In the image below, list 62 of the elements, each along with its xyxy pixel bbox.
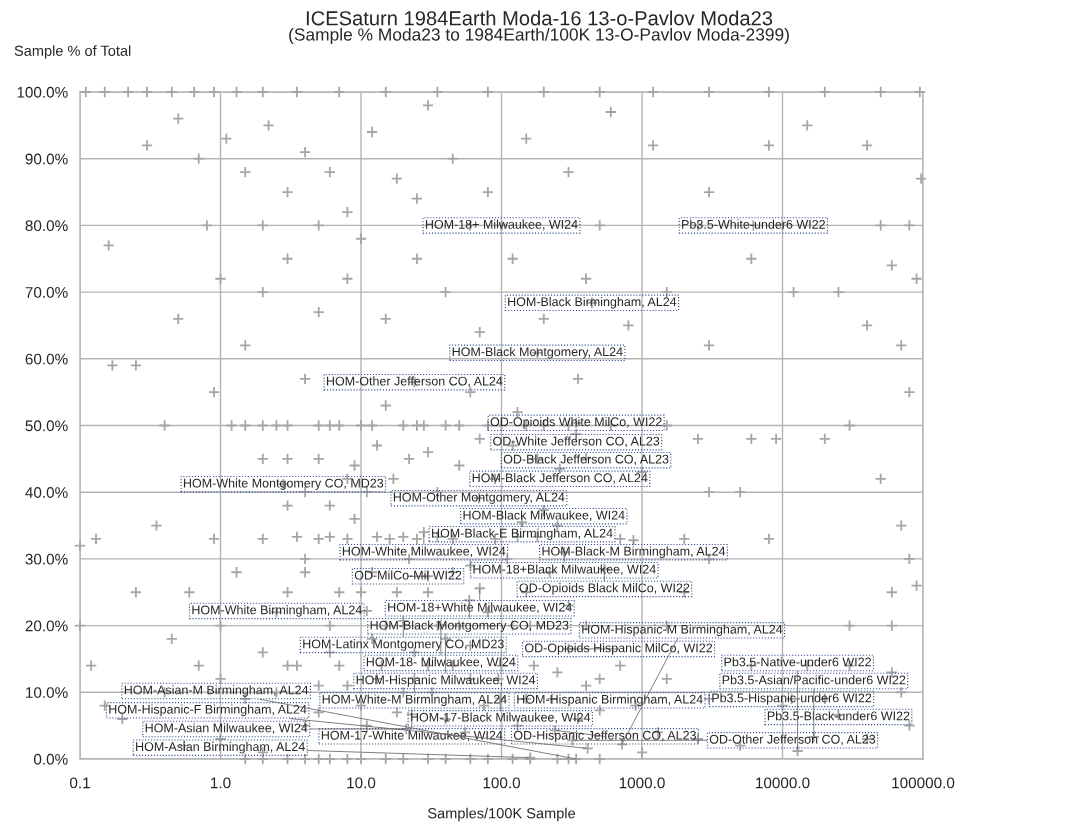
- annotation: HOM-Hispanic Milwaukee, WI24: [356, 675, 536, 687]
- annotation: HOM-Black Montgomery, AL24: [452, 346, 623, 359]
- y-tick-label: 60.0%: [25, 353, 68, 365]
- annotation: Pb3.5-White-under6 WI22: [682, 219, 825, 229]
- annotation: HOM-White Birmingham, AL24: [192, 605, 362, 617]
- annotation: Pb3.5-Hispanic-under6 WI22: [712, 693, 872, 705]
- annotation: OD-White Jefferson CO, AL23: [493, 436, 660, 447]
- annotation: HOM-17-Black Milwaukee, WI24: [410, 712, 591, 724]
- y-tick-label: 20.0%: [25, 620, 68, 632]
- annotation: OD-Black Jefferson CO, AL23: [503, 454, 669, 466]
- annotation: OD-Opioids White MilCo, WI22: [490, 417, 662, 429]
- annotation: HOM-Asian Birmingham, AL24: [136, 741, 305, 754]
- annotation: HOM-White Montgomery CO, MD23: [183, 478, 384, 491]
- annotation: OD-Opioids Hispanic MilCo, WI22: [525, 643, 713, 655]
- annotation: OD-Hispanic Jefferson CO, AL23: [513, 730, 696, 743]
- y-tick-label: 0.0%: [33, 753, 68, 765]
- x-tick-label: 1000.0: [619, 777, 665, 789]
- annotation: HOM-Hispanic-M Birmingham, AL24: [582, 624, 783, 637]
- y-tick-label: 80.0%: [25, 220, 68, 232]
- y-axis-title: Sample % of Total: [14, 45, 131, 59]
- annotation: HOM-Black-M Birmingham, AL24: [542, 546, 726, 559]
- annotation: HOM-Asian-M Birmingham, AL24: [124, 685, 309, 697]
- annotation: HOM-18+ Milwaukee, WI24: [425, 219, 578, 231]
- annotation: OD-Opioids Black MilCo, WI22: [519, 583, 690, 595]
- annotation: HOM-Black Jefferson CO, AL24: [472, 473, 648, 484]
- chart-subtitle: (Sample % Moda23 to 1984Earth/100K 13-O-Pavlov Moda-2399): [289, 27, 789, 45]
- annotation: HOM-Hispanic-F Birmingham, AL24: [109, 704, 307, 717]
- x-axis-title: Samples/100K Sample: [427, 807, 576, 822]
- annotation: HOM-18+Black Milwaukee, WI24: [473, 564, 656, 576]
- annotation: HOM-White-M Birmingham, AL24: [322, 694, 507, 707]
- x-tick-label: 10.0: [347, 777, 376, 789]
- annotation: HOM-White Milwaukee, WI24: [342, 546, 506, 558]
- annotation: HOM-Hispanic Birmingham, AL24: [517, 694, 703, 707]
- annotation: HOM-18+White Milwaukee, WI24: [388, 602, 572, 614]
- y-tick-label: 100.0%: [17, 86, 68, 98]
- annotation: HOM-Black Birmingham, AL24: [508, 296, 677, 309]
- chart-title: ICESaturn 1984Earth Moda-16 13-o-Pavlov Moda23: [306, 10, 773, 26]
- y-tick-label: 70.0%: [25, 286, 68, 298]
- annotation: HOM-Asian Milwaukee, WI24: [145, 723, 308, 734]
- annotation: Pb3.5-Black-under6 WI22: [767, 711, 910, 721]
- y-tick-label: 50.0%: [25, 420, 68, 432]
- x-tick-label: 100.0: [483, 777, 521, 789]
- x-tick-label: 0.1: [69, 777, 90, 789]
- annotation: Pb3.5-Native-under6 WI22: [724, 657, 871, 667]
- x-tick-label: 100000.0: [892, 777, 955, 789]
- annotation: HOM-Other Jefferson CO, AL24: [326, 376, 503, 387]
- x-tick-label: 10000.0: [756, 777, 810, 789]
- annotation: Pb3.5-Asian/Pacific-under6 WI22: [722, 675, 906, 685]
- y-tick-label: 40.0%: [25, 487, 68, 498]
- annotation: OD-Other Jefferson CO, AL23: [709, 734, 876, 746]
- y-tick-label: 10.0%: [26, 687, 68, 698]
- annotation: HOM-Other Montgomery, AL24: [393, 492, 565, 505]
- annotation: OD-MilCo-Mil WI22: [354, 570, 462, 580]
- y-tick-label: 90.0%: [25, 153, 68, 165]
- annotation: HOM-Black Montgomery CO, MD23: [370, 620, 569, 633]
- x-tick-label: 1.0: [211, 777, 231, 789]
- annotation: HOM-17-White Milwaukee, WI24: [321, 730, 503, 742]
- annotation: HOM-Black-E Birmingham, AL24: [432, 528, 613, 541]
- annotation: HOM-Latinx Montgomery CO, MD23: [303, 639, 504, 651]
- y-tick-label: 30.0%: [25, 553, 68, 565]
- annotation: HOM-18- Milwaukee, WI24: [366, 657, 516, 668]
- annotation: HOM-Black Milwaukee, WI24: [463, 510, 625, 522]
